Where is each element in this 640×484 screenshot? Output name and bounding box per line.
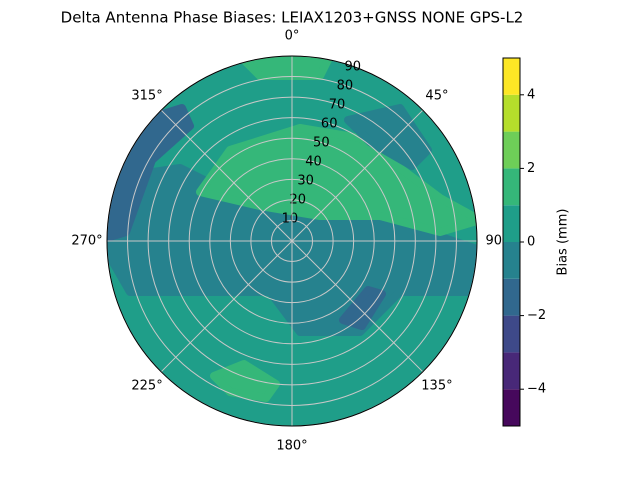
grid-spoke (160, 109, 293, 242)
colorbar-band (503, 278, 520, 316)
colorbar-tick-label: −4 (527, 382, 546, 397)
colorbar-band (503, 242, 520, 279)
colorbar-band (503, 131, 520, 169)
chart-title: Delta Antenna Phase Biases: LEIAX1203+GN… (61, 9, 524, 27)
colorbar-band (503, 94, 520, 132)
r-tick-label: 60 (321, 117, 338, 132)
colorbar-tick-label: 0 (527, 235, 535, 250)
r-tick-label: 20 (289, 193, 306, 208)
colorbar-band (503, 352, 520, 390)
theta-tick-label: 225° (131, 378, 162, 393)
r-tick-label: 90 (345, 60, 362, 75)
r-tick-label: 30 (297, 174, 314, 189)
r-tick-label: 10 (282, 212, 299, 227)
theta-tick-label: 270° (71, 234, 102, 249)
polar-frame (106, 55, 478, 427)
grid-spoke (160, 240, 293, 373)
r-tick-label: 40 (305, 155, 322, 170)
overlay: 1020304050607080900°45°90°135°180°225°27… (71, 29, 508, 454)
colorbar-tick-label: 2 (527, 161, 535, 176)
colorbar-band (503, 168, 520, 206)
theta-tick-label: 45° (425, 89, 448, 104)
contour-region (339, 286, 386, 330)
colorbar-tick-label: −2 (527, 308, 546, 323)
theta-tick-label: 135° (421, 378, 452, 393)
contour-region (210, 360, 280, 402)
colorbar-band (503, 205, 520, 242)
theta-tick-label: 0° (285, 29, 300, 44)
colorbar-tick-label: 4 (527, 87, 535, 102)
r-tick-label: 50 (313, 136, 330, 151)
colorbar-label: Bias (mm) (556, 209, 571, 276)
colorbar-band (503, 58, 520, 95)
colorbar-band (503, 315, 520, 353)
colorbar-band (503, 389, 520, 426)
grid-spoke (291, 240, 424, 373)
grid-spoke (291, 109, 424, 242)
theta-tick-label: 180° (276, 439, 307, 454)
theta-tick-label: 315° (131, 89, 162, 104)
r-tick-label: 70 (329, 98, 346, 113)
r-tick-label: 80 (337, 79, 354, 94)
contour-region (236, 56, 334, 80)
